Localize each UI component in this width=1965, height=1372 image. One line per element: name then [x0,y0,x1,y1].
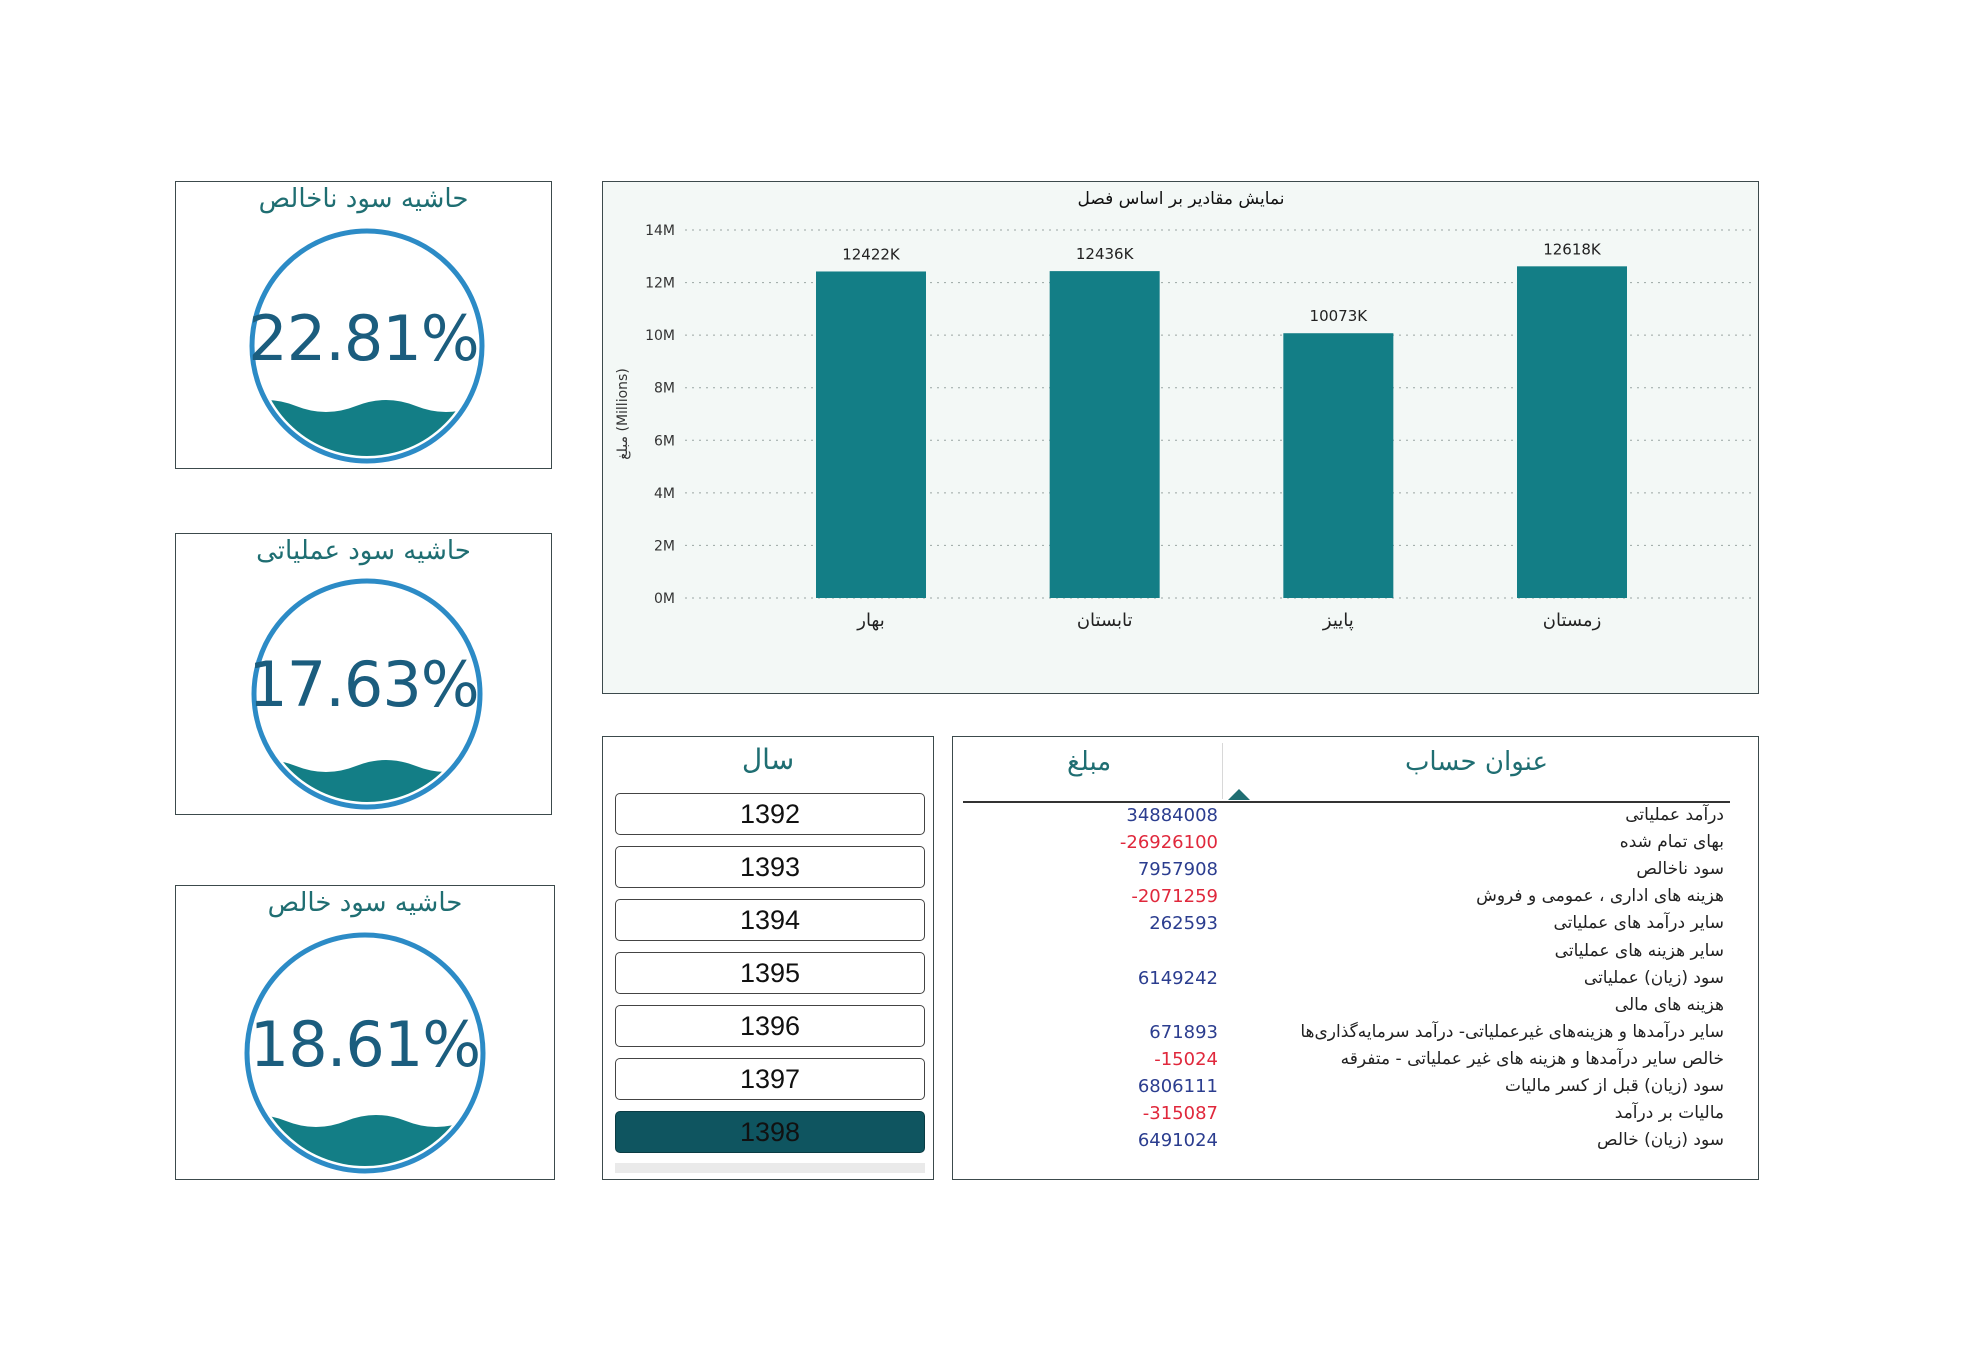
account-title-cell: سود (زیان) قبل از کسر مالیات [1505,1076,1724,1096]
year-button-1394[interactable]: 1394 [615,899,925,941]
account-title-cell: سود ناخالص [1636,859,1724,880]
amount-cell: -315087 [1142,1103,1218,1125]
table-row: هزینه های مالی [953,995,1758,1022]
y-tick-label: 12M [645,276,675,292]
table-row: درآمد عملیاتی 34884008 [953,805,1758,832]
table-row: سایر درآمد های عملیاتی 262593 [953,913,1758,940]
y-tick-label: 4M [654,486,675,502]
year-button-1392[interactable]: 1392 [615,793,925,835]
column-header-amount[interactable]: مبلغ [1067,747,1112,777]
amount-cell: 34884008 [1126,805,1218,826]
operating-margin-value: 17.63% [248,648,479,721]
year-button-1395[interactable]: 1395 [615,952,925,994]
net-margin-card: حاشیه سود خالص 18.61% [175,885,555,1180]
table-row: سود (زیان) عملیاتی 6149242 [953,968,1758,995]
income-statement-table: مبلغ عنوان حساب درآمد عملیاتی 34884008 بها… [952,736,1759,1180]
y-tick-label: 2M [654,538,675,554]
y-tick-label: 14M [645,223,675,239]
account-title-cell: سود (زیان) عملیاتی [1583,967,1724,988]
amount-cell: 6149242 [1137,967,1218,989]
operating-margin-gauge [251,578,483,810]
gross-margin-card: حاشیه سود ناخالص 22.81% [175,181,552,469]
operating-margin-card: حاشیه سود عملیاتی 17.63% [175,533,552,815]
year-slicer-scrollbar[interactable] [615,1163,925,1173]
chart-title: نمایش مقادیر بر اساس فصل [1077,189,1284,209]
amount-cell: -15024 [1154,1048,1218,1070]
account-title-cell: هزینه های اداری ، عمومی و فروش [1476,886,1724,907]
y-axis-label: مبلغ (Millions) [615,368,631,460]
net-margin-title: حاشیه سود خالص [267,888,463,918]
data-label: 12436K [1076,245,1135,263]
header-underline [963,801,1730,803]
column-divider [1222,743,1223,799]
account-title-cell: مالیات بر درآمد [1614,1103,1724,1124]
y-tick-label: 0M [654,591,675,607]
seasonal-amount-chart: نمایش مقادیر بر اساس فصل 0M 2M 4M 6M 8M 10M 12M… [602,181,1759,694]
year-slicer: سال 1392 1393 1394 1395 1396 1397 1398 [602,736,934,1180]
amount-cell: 7957908 [1137,859,1218,881]
amount-cell: -2071259 [1131,886,1218,908]
table-row: خالص سایر درآمدها و هزینه های غیر عملیات… [953,1049,1758,1076]
net-margin-gauge [244,932,486,1174]
account-title-cell: هزینه های مالی [1614,994,1724,1015]
x-category-label: تابستان [1077,610,1133,631]
amount-cell: 6491024 [1137,1130,1218,1152]
bar [1517,266,1627,598]
year-button-1393[interactable]: 1393 [615,846,925,888]
gross-margin-value: 22.81% [248,302,479,375]
account-title-cell: بهای تمام شده [1619,832,1724,853]
operating-margin-title: حاشیه سود عملیاتی [256,536,471,566]
gross-margin-gauge [249,228,485,464]
x-category-label: بهار [856,610,884,631]
y-tick-label: 8M [654,381,675,397]
table-row: مالیات بر درآمد -315087 [953,1103,1758,1130]
chart-canvas: نمایش مقادیر بر اساس فصل 0M 2M 4M 6M 8M 10M 12M… [615,189,1753,631]
column-header-account-title[interactable]: عنوان حساب [1404,747,1548,777]
table-row: سایر هزینه های عملیاتی [953,941,1758,968]
amount-cell: 262593 [1149,913,1218,935]
table-row: سود (زیان) قبل از کسر مالیات 6806111 [953,1076,1758,1103]
y-tick-label: 6M [654,433,675,449]
bar [1283,333,1394,598]
gross-margin-title: حاشیه سود ناخالص [258,184,469,214]
amount-cell: 6806111 [1137,1076,1218,1097]
data-label: 10073K [1310,307,1369,325]
table-row: بهای تمام شده -26926100 [953,832,1758,859]
table-row: هزینه های اداری ، عمومی و فروش -2071259 [953,886,1758,913]
net-margin-value: 18.61% [249,1008,481,1081]
account-title-cell: سایر درآمد های عملیاتی [1553,913,1724,934]
table-row: سایر درآمدها و هزینه‌های غیرعملیاتی- درآ… [953,1022,1758,1049]
table-row: سود ناخالص 7957908 [953,859,1758,886]
year-button-1396[interactable]: 1396 [615,1005,925,1047]
table-row: سود (زیان) خالص 6491024 [953,1130,1758,1157]
account-title-cell: خالص سایر درآمدها و هزینه های غیر عملیات… [1340,1048,1724,1069]
year-slicer-title: سال [741,743,795,776]
year-button-1397[interactable]: 1397 [615,1058,925,1100]
account-title-cell: درآمد عملیاتی [1625,805,1724,825]
account-title-cell: سایر هزینه های عملیاتی [1554,940,1724,961]
y-tick-label: 10M [645,328,675,344]
amount-cell: -26926100 [1119,832,1218,854]
amount-cell: 671893 [1149,1021,1218,1043]
data-label: 12618K [1543,240,1602,258]
x-category-label: پاییز [1322,610,1354,631]
x-category-label: زمستان [1543,610,1602,631]
data-label: 12422K [842,245,901,263]
bar [816,271,926,598]
account-title-cell: سایر درآمدها و هزینه‌های غیرعملیاتی- درآ… [1300,1021,1724,1042]
account-title-cell: سود (زیان) خالص [1597,1130,1724,1151]
sort-ascending-icon[interactable] [1228,789,1250,800]
year-button-1398[interactable]: 1398 [615,1111,925,1153]
bar [1049,271,1160,598]
